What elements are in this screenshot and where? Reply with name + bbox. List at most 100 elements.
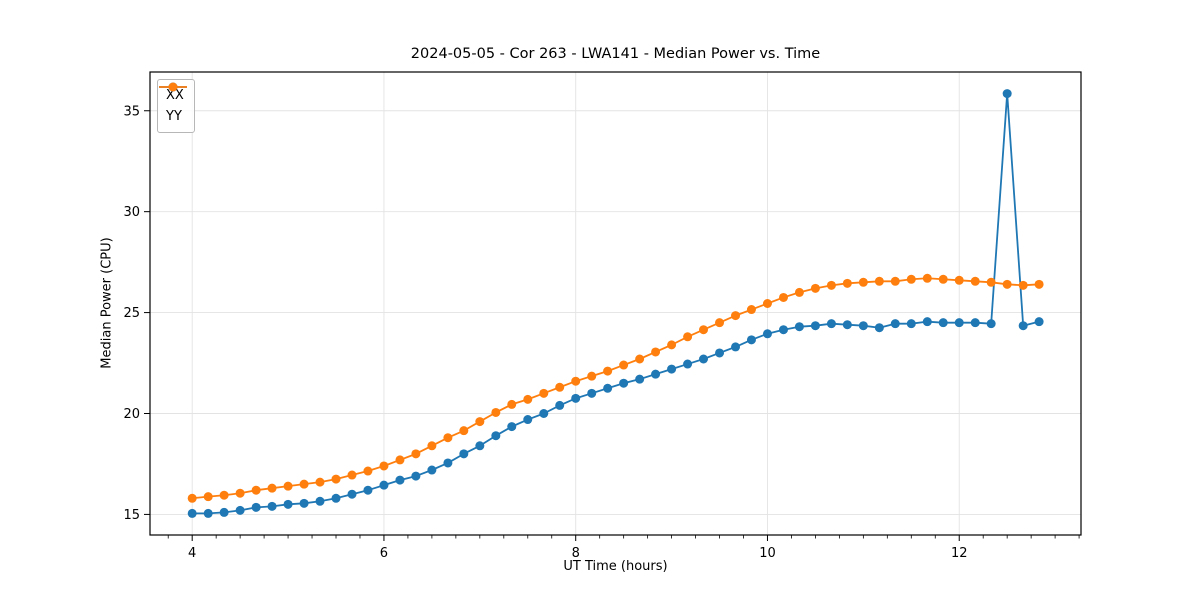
data-point-yy [986,277,996,287]
data-point-yy [539,388,549,398]
data-point-xx [922,317,932,327]
data-point-xx [715,348,725,358]
data-point-yy [890,276,900,286]
data-point-xx [587,388,597,398]
data-point-yy [523,394,533,404]
data-point-yy [699,325,709,335]
data-point-yy [874,276,884,286]
data-point-yy [619,360,629,370]
x-tick-label: 8 [572,546,580,561]
data-point-xx [683,359,693,369]
data-point-xx [1034,317,1044,327]
data-point-yy [251,485,261,495]
data-point-xx [363,485,373,495]
data-point-yy [938,274,948,284]
data-point-yy [715,318,725,328]
data-point-xx [651,369,661,379]
data-point-yy [778,292,788,302]
data-point-yy [1018,280,1028,290]
data-point-xx [411,471,421,481]
data-point-xx [187,508,197,518]
data-point-yy [667,340,677,350]
series-xx [187,89,1044,518]
data-point-xx [443,458,453,468]
data-point-xx [331,493,341,503]
data-point-xx [235,505,245,515]
data-point-yy [299,479,309,489]
x-axis-label: UT Time (hours) [563,559,668,574]
data-point-xx [251,502,261,512]
data-point-xx [1002,89,1012,99]
data-point-yy [347,470,357,480]
data-point-xx [347,489,357,499]
data-point-yy [603,366,613,376]
data-point-xx [954,318,964,328]
data-point-yy [459,426,469,436]
data-point-xx [731,342,741,352]
data-point-xx [938,318,948,328]
y-tick-label: 35 [123,104,140,119]
data-point-yy [395,455,405,465]
data-point-yy [331,474,341,484]
data-point-xx [395,475,405,485]
data-point-xx [491,431,501,441]
data-point-yy [810,283,820,293]
data-point-yy [283,481,293,491]
data-point-xx [459,449,469,459]
legend: XX YY [157,79,195,133]
data-point-yy [922,273,932,283]
data-point-yy [1034,279,1044,289]
data-point-yy [571,376,581,386]
chart-title: 2024-05-05 - Cor 263 - LWA141 - Median P… [410,46,821,62]
x-tick-label: 4 [188,546,196,561]
data-point-yy [379,461,389,471]
series-yy-line [192,277,1040,500]
data-point-yy [555,382,565,392]
data-point-yy [954,275,964,285]
data-point-xx [762,329,772,339]
x-tick-label: 6 [380,546,388,561]
data-point-yy [267,483,277,493]
data-point-xx [315,496,325,506]
axes-frame [149,71,1082,536]
data-point-yy [235,488,245,498]
data-point-yy [587,371,597,381]
data-point-xx [603,383,613,393]
data-point-yy [794,287,804,297]
data-point-yy [187,493,197,503]
data-point-xx [906,319,916,329]
data-point-xx [523,415,533,425]
x-tick-label: 10 [759,546,776,561]
data-point-yy [731,311,741,321]
y-tick-label: 15 [123,508,140,523]
data-point-yy [970,276,980,286]
data-point-yy [762,299,772,308]
y-axis-label: Median Power (CPU) [99,237,115,369]
data-point-xx [379,480,389,490]
data-point-yy [507,399,517,409]
data-point-yy [427,441,437,451]
data-point-xx [203,508,213,518]
data-point-xx [699,354,709,364]
data-point-xx [842,320,852,330]
series-xx-line [192,92,1040,515]
data-point-xx [539,408,549,418]
data-point-yy [443,433,453,443]
data-point-xx [219,507,229,517]
data-point-yy [683,332,693,342]
data-point-yy [635,354,645,364]
data-point-xx [299,498,309,508]
legend-sample-yy-icon [159,82,187,92]
data-point-yy [858,277,868,287]
data-point-xx [427,465,437,475]
legend-label-yy: YY [166,109,182,124]
data-point-yy [315,477,325,487]
y-tick-label: 20 [123,407,140,422]
data-point-yy [651,347,661,357]
data-point-xx [1018,321,1028,331]
data-point-yy [826,280,836,290]
data-point-xx [826,319,836,329]
data-point-yy [475,417,485,427]
data-point-yy [203,492,213,502]
data-point-yy [491,407,501,417]
